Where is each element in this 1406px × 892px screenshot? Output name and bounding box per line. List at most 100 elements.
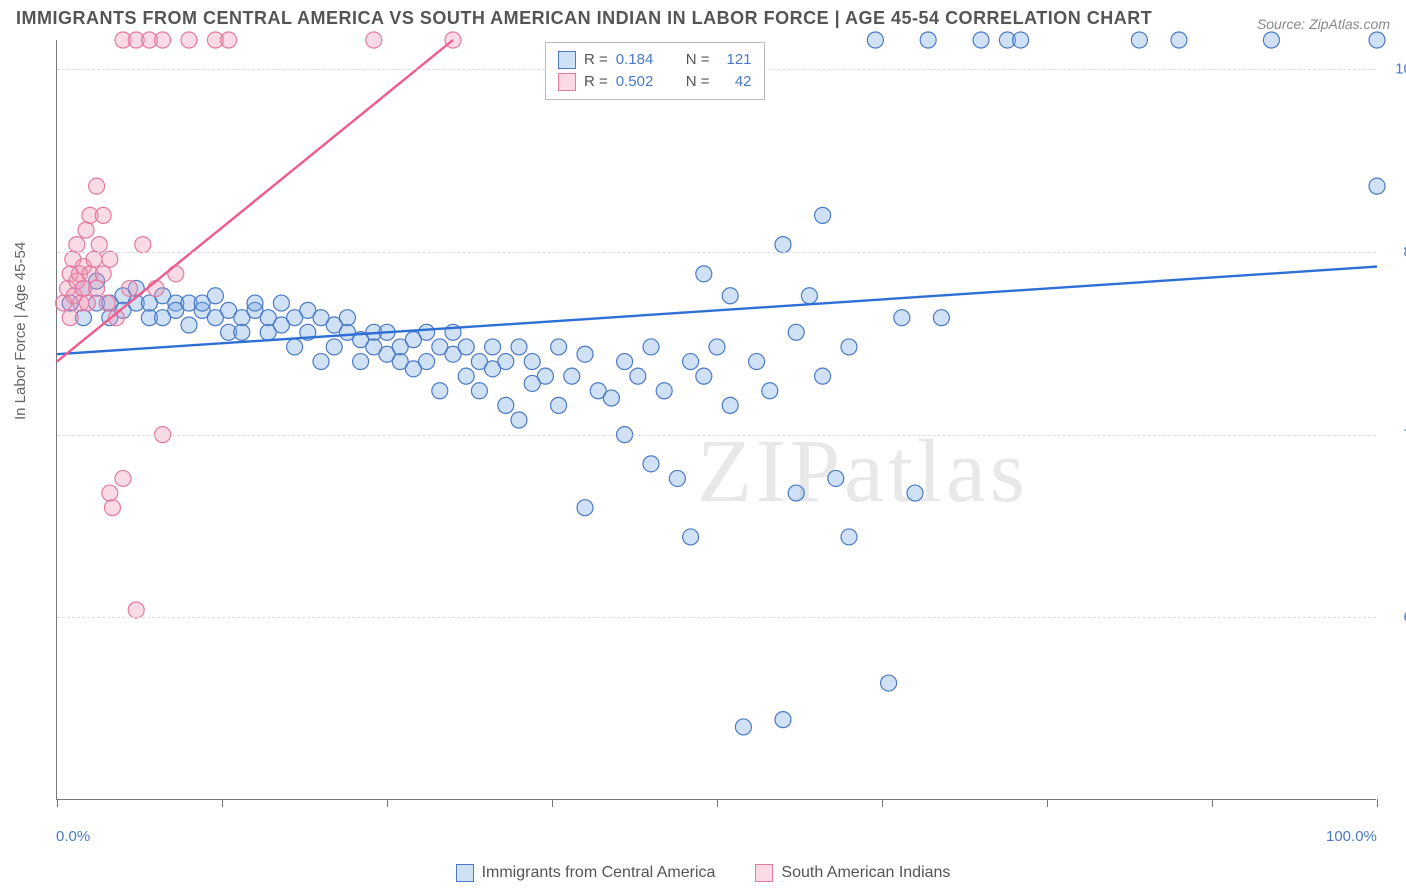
n-value: 121 xyxy=(718,49,752,71)
data-point xyxy=(471,383,487,399)
data-point xyxy=(1369,32,1385,48)
data-point xyxy=(1013,32,1029,48)
series-legend: Immigrants from Central AmericaSouth Ame… xyxy=(0,864,1406,882)
data-point xyxy=(867,32,883,48)
r-label: R = xyxy=(584,71,608,93)
data-point xyxy=(485,339,501,355)
data-point xyxy=(511,339,527,355)
chart-svg xyxy=(57,40,1376,799)
data-point xyxy=(95,207,111,223)
data-point xyxy=(498,397,514,413)
legend-swatch xyxy=(558,73,576,91)
data-point xyxy=(148,280,164,296)
x-tick xyxy=(1047,799,1048,807)
data-point xyxy=(181,32,197,48)
data-point xyxy=(801,288,817,304)
gridline-horizontal xyxy=(57,617,1376,618)
data-point xyxy=(524,354,540,370)
data-point xyxy=(894,310,910,326)
legend-swatch xyxy=(755,864,773,882)
data-point xyxy=(577,500,593,516)
data-point xyxy=(603,390,619,406)
data-point xyxy=(419,324,435,340)
series-legend-item: Immigrants from Central America xyxy=(456,864,716,882)
y-tick-label: 100.0% xyxy=(1386,61,1406,78)
data-point xyxy=(696,368,712,384)
data-point xyxy=(762,383,778,399)
x-tick xyxy=(57,799,58,807)
data-point xyxy=(841,529,857,545)
y-tick-label: 75.0% xyxy=(1386,426,1406,443)
data-point xyxy=(339,310,355,326)
x-tick-label: 0.0% xyxy=(56,828,90,845)
x-tick xyxy=(387,799,388,807)
data-point xyxy=(366,32,382,48)
data-point xyxy=(815,368,831,384)
plot-area: ZIPatlas 62.5%75.0%87.5%100.0% xyxy=(56,40,1376,800)
data-point xyxy=(102,485,118,501)
data-point xyxy=(933,310,949,326)
data-point xyxy=(775,712,791,728)
data-point xyxy=(102,251,118,267)
data-point xyxy=(458,368,474,384)
r-label: R = xyxy=(584,49,608,71)
data-point xyxy=(656,383,672,399)
gridline-horizontal xyxy=(57,435,1376,436)
data-point xyxy=(155,32,171,48)
data-point xyxy=(247,295,263,311)
data-point xyxy=(89,280,105,296)
data-point xyxy=(1263,32,1279,48)
data-point xyxy=(722,288,738,304)
correlation-legend: R =0.184N =121R =0.502N =42 xyxy=(545,42,765,100)
x-tick xyxy=(552,799,553,807)
x-tick xyxy=(1212,799,1213,807)
data-point xyxy=(828,470,844,486)
x-tick-label: 100.0% xyxy=(1326,828,1377,845)
data-point xyxy=(564,368,580,384)
data-point xyxy=(841,339,857,355)
data-point xyxy=(115,470,131,486)
data-point xyxy=(221,32,237,48)
legend-swatch xyxy=(456,864,474,882)
data-point xyxy=(458,339,474,355)
r-value: 0.502 xyxy=(616,71,666,93)
data-point xyxy=(181,317,197,333)
chart-title: IMMIGRANTS FROM CENTRAL AMERICA VS SOUTH… xyxy=(16,8,1152,29)
data-point xyxy=(122,280,138,296)
y-axis-label: In Labor Force | Age 45-54 xyxy=(12,242,29,420)
data-point xyxy=(577,346,593,362)
gridline-horizontal xyxy=(57,252,1376,253)
data-point xyxy=(630,368,646,384)
data-point xyxy=(1131,32,1147,48)
data-point xyxy=(234,324,250,340)
x-tick xyxy=(882,799,883,807)
y-tick-label: 62.5% xyxy=(1386,609,1406,626)
data-point xyxy=(920,32,936,48)
data-point xyxy=(788,324,804,340)
n-label: N = xyxy=(686,71,710,93)
data-point xyxy=(135,237,151,253)
correlation-legend-row: R = 0.184 N = 121 xyxy=(558,49,752,71)
x-tick xyxy=(717,799,718,807)
data-point xyxy=(419,354,435,370)
r-value: 0.184 xyxy=(616,49,666,71)
data-point xyxy=(69,237,85,253)
data-point xyxy=(104,500,120,516)
data-point xyxy=(432,383,448,399)
data-point xyxy=(643,339,659,355)
data-point xyxy=(99,295,115,311)
data-point xyxy=(696,266,712,282)
data-point xyxy=(287,339,303,355)
data-point xyxy=(1369,178,1385,194)
data-point xyxy=(86,251,102,267)
data-point xyxy=(709,339,725,355)
n-label: N = xyxy=(686,49,710,71)
series-legend-label: Immigrants from Central America xyxy=(482,864,716,882)
data-point xyxy=(498,354,514,370)
data-point xyxy=(128,602,144,618)
source-attribution: Source: ZipAtlas.com xyxy=(1257,16,1390,32)
data-point xyxy=(551,397,567,413)
data-point xyxy=(207,288,223,304)
data-point xyxy=(735,719,751,735)
data-point xyxy=(788,485,804,501)
